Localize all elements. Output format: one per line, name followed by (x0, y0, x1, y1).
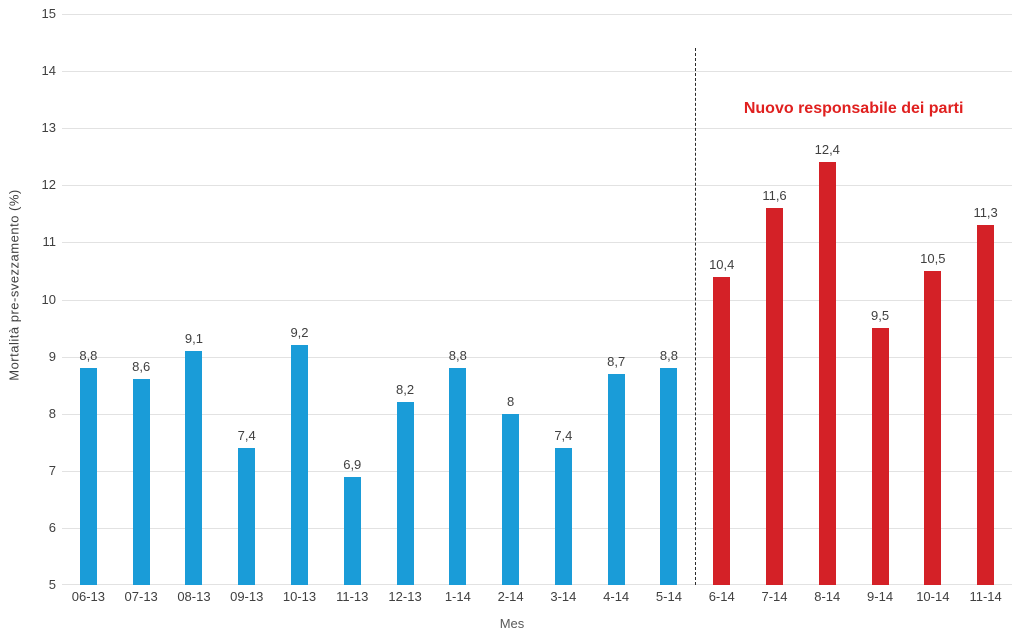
bar-value-label: 11,6 (762, 188, 787, 204)
bar-value-label: 11,3 (973, 205, 998, 221)
x-tick-label: 6-14 (708, 589, 735, 604)
x-tick-label: 5-14 (655, 589, 682, 604)
x-tick-label: 12-13 (388, 589, 422, 604)
bar-value-label: 9,2 (290, 325, 309, 341)
divider-dashed-line (695, 48, 697, 585)
bar-value-label: 12,4 (814, 142, 840, 158)
gridline (62, 185, 1012, 187)
y-tick-label: 14 (41, 63, 56, 79)
x-tick-label: 4-14 (603, 589, 630, 604)
y-tick-label: 9 (48, 348, 56, 364)
x-tick-label: 10-14 (916, 589, 950, 604)
annotation-new-farrowing-manager: Nuovo responsabile dei parti (743, 100, 964, 117)
bar-value-label: 8,6 (132, 359, 151, 375)
gridline (62, 242, 1012, 244)
x-tick-label: 2-14 (497, 589, 524, 604)
bar-value-label: 9,1 (184, 330, 203, 346)
plot-area: Nuovo responsabile dei parti 8,8 8,6 9,1 7,… (62, 14, 1012, 585)
gridline (62, 356, 1012, 358)
gridline (62, 527, 1012, 529)
y-tick-label: 15 (41, 6, 56, 21)
bar-value-label: 9,5 (871, 308, 890, 324)
x-tick-label: 11-14 (969, 589, 1002, 604)
bar-value-label: 8,7 (607, 353, 626, 369)
x-tick-label: 08-13 (177, 589, 211, 604)
bar-value-label: 8,8 (79, 348, 98, 364)
x-tick-label: 11-13 (336, 589, 369, 604)
y-tick-label: 13 (41, 120, 56, 136)
bar-09-13 (238, 447, 256, 585)
gridline (62, 128, 1012, 130)
bar-07-13 (132, 379, 150, 585)
x-tick-label: 3-14 (550, 589, 577, 604)
bar-4-14 (607, 373, 625, 585)
bar-7-14 (766, 208, 783, 585)
x-tick-label: 07-13 (124, 589, 158, 604)
bar-08-13 (185, 350, 203, 585)
bar-10-14 (924, 270, 942, 585)
gridline (62, 584, 1012, 585)
x-tick-label: 7-14 (761, 589, 788, 604)
bar-value-label: 10,5 (920, 250, 946, 266)
y-tick-label: 7 (48, 462, 56, 478)
x-tick-label: 10-13 (282, 589, 317, 604)
bar-06-13 (79, 368, 97, 585)
y-tick-label: 10 (41, 291, 56, 307)
bar-value-label: 8,2 (396, 382, 415, 398)
gridline (62, 14, 1012, 15)
y-tick-label: 5 (48, 577, 56, 592)
bar-value-label: 7,4 (237, 427, 256, 443)
bar-9-14 (871, 328, 889, 585)
bar-10-13 (291, 345, 308, 585)
bar-12-13 (396, 402, 414, 585)
y-tick-label: 11 (42, 234, 57, 250)
bar-value-label: 7,4 (554, 427, 573, 443)
y-tick-label: 6 (48, 519, 56, 535)
x-tick-label: 8-14 (814, 589, 841, 604)
x-axis-title: Mes (499, 616, 525, 631)
gridline (62, 299, 1012, 301)
x-tick-label: 09-13 (230, 589, 264, 604)
bar-11-13 (343, 476, 361, 585)
bar-value-label: 10,4 (709, 256, 735, 272)
bar-1-14 (449, 368, 467, 585)
x-tick-label: 1-14 (444, 589, 471, 604)
bar-value-label: 8,8 (659, 348, 678, 364)
x-tick-label: 06-13 (71, 589, 105, 604)
bar-8-14 (818, 162, 836, 585)
bar-3-14 (554, 447, 572, 585)
bar-11-14 (977, 225, 995, 585)
bar-2-14 (502, 413, 520, 585)
bar-value-label: 8 (506, 393, 515, 409)
bar-6-14 (713, 276, 731, 585)
x-tick-label: 9-14 (867, 589, 894, 604)
y-axis-ticks: 5 6 7 8 9 10 11 12 13 14 15 (0, 6, 57, 592)
y-tick-label: 8 (48, 405, 56, 421)
y-tick-label: 12 (41, 177, 56, 193)
gridline (62, 413, 1012, 415)
bar-5-14 (660, 368, 678, 585)
gridline (62, 71, 1012, 73)
gridline (62, 470, 1012, 472)
bar-value-label: 6,9 (343, 456, 362, 472)
x-axis-ticks: 06-13 07-13 08-13 09-13 10-13 11-13 12-13 1-14 2… (62, 589, 1012, 607)
bar-value-label: 8,8 (448, 348, 467, 364)
